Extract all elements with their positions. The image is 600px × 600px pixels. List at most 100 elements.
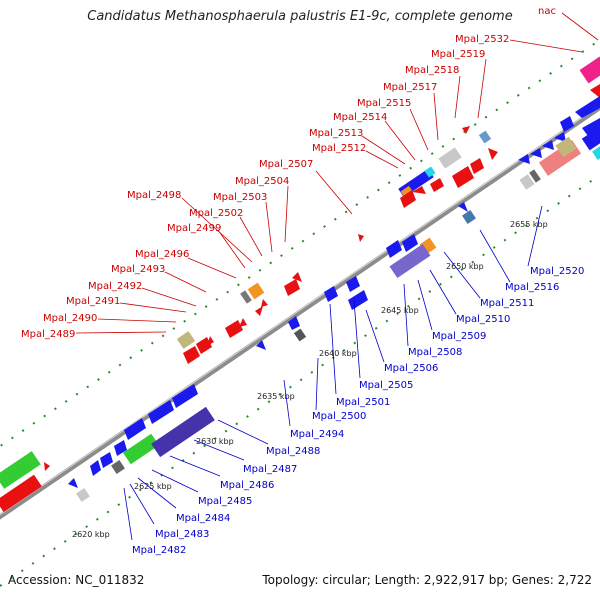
gene-label-mpal-2513[interactable]: Mpal_2513 xyxy=(309,128,363,139)
gene-label-mpal-2514[interactable]: Mpal_2514 xyxy=(333,112,387,123)
tick-label: 2635 kbp xyxy=(257,392,295,401)
gene-reverse-2516b xyxy=(542,140,554,150)
leader-line xyxy=(123,487,133,541)
leader-line xyxy=(239,216,263,257)
gene-reverse-2501 xyxy=(324,286,338,302)
leader-line xyxy=(477,58,487,119)
gene-label-mpal-2515[interactable]: Mpal_2515 xyxy=(357,98,411,109)
gene-label-mpal-2512[interactable]: Mpal_2512 xyxy=(312,143,366,154)
tick-label: 2650 kbp xyxy=(446,262,484,271)
gene-forward-pink xyxy=(579,56,600,84)
gene-forward-2504 xyxy=(358,234,364,242)
gene-label-mpal-2510[interactable]: Mpal_2510 xyxy=(456,314,510,325)
gene-label-mpal-2518[interactable]: Mpal_2518 xyxy=(405,65,459,76)
gene-label-mpal-2503[interactable]: Mpal_2503 xyxy=(213,192,267,203)
gene-label-mpal-2505[interactable]: Mpal_2505 xyxy=(359,380,413,391)
gene-forward-2493 xyxy=(239,318,247,327)
gene-forward-2489 xyxy=(183,346,200,364)
gene-label-mpal-2493[interactable]: Mpal_2493 xyxy=(111,264,165,275)
gene-label-mpal-2532[interactable]: Mpal_2532 xyxy=(455,34,509,45)
gene-label-mpal-2500[interactable]: Mpal_2500 xyxy=(312,411,366,422)
tick-label: 2620 kbp xyxy=(72,530,110,539)
lower-gene-labels: Mpal_2520 Mpal_2516 Mpal_2511 Mpal_2510 … xyxy=(123,205,584,556)
gene-reverse-2506 xyxy=(348,290,368,310)
upper-guide-line xyxy=(0,39,600,448)
gene-label-mpal-2504[interactable]: Mpal_2504 xyxy=(235,176,289,187)
map-title: Candidatus Methanosphaerula palustris E1… xyxy=(87,9,513,24)
gene-forward-red-large xyxy=(0,474,42,513)
leader-line xyxy=(119,302,187,313)
gene-label-mpal-2485[interactable]: Mpal_2485 xyxy=(198,496,252,507)
gene-reverse-green-2 xyxy=(122,433,160,465)
gene-reverse-2505 xyxy=(346,276,360,292)
gene-reverse-2488 xyxy=(172,384,198,408)
gene-reverse-2510 xyxy=(458,202,468,212)
gene-reverse-lightgray-2 xyxy=(519,174,535,190)
leader-line xyxy=(561,12,599,41)
gene-reverse-2487 xyxy=(148,400,174,424)
leader-line xyxy=(403,283,409,347)
gene-forward-2491 xyxy=(207,336,214,346)
gene-label-mpal-2508[interactable]: Mpal_2508 xyxy=(408,347,462,358)
tick-label: 2640 kbp xyxy=(319,349,357,358)
leader-line xyxy=(75,331,167,334)
genome-backbone xyxy=(0,104,600,520)
leader-line xyxy=(361,135,406,165)
gene-label-mpal-2486[interactable]: Mpal_2486 xyxy=(220,480,274,491)
gene-forward-khaki xyxy=(176,331,196,349)
tick-label: 2655 kbp xyxy=(510,220,548,229)
leader-line xyxy=(97,318,177,323)
gene-label-mpal-2507[interactable]: Mpal_2507 xyxy=(259,159,313,170)
gene-label-mpal-2509[interactable]: Mpal_2509 xyxy=(432,331,486,342)
gene-forward-orange-2 xyxy=(400,185,414,199)
gene-reverse-2483 xyxy=(90,460,101,476)
gene-label-mpal-2494[interactable]: Mpal_2494 xyxy=(290,429,344,440)
gene-label-mpal-2496[interactable]: Mpal_2496 xyxy=(135,249,189,260)
reverse-strand-genes xyxy=(68,127,600,502)
leader-line xyxy=(283,379,291,427)
leader-line xyxy=(365,150,399,169)
genome-backbone-highlight xyxy=(0,104,600,516)
gene-label-mpal-2483[interactable]: Mpal_2483 xyxy=(155,529,209,540)
gene-label-mpal-2511[interactable]: Mpal_2511 xyxy=(480,298,534,309)
gene-label-mpal-2517[interactable]: Mpal_2517 xyxy=(383,82,437,93)
gene-label-nac[interactable]: nac xyxy=(538,6,556,17)
gene-reverse-purple-1 xyxy=(151,406,215,458)
leader-line xyxy=(141,287,197,307)
gene-label-mpal-2499[interactable]: Mpal_2499 xyxy=(167,223,221,234)
leader-line xyxy=(429,269,457,315)
gene-forward-cyan xyxy=(424,166,436,178)
gene-forward-2519 xyxy=(488,148,498,160)
gene-label-mpal-2488[interactable]: Mpal_2488 xyxy=(266,446,320,457)
gene-forward-2490 xyxy=(196,337,212,354)
leader-line xyxy=(151,469,199,493)
leader-line xyxy=(433,92,439,141)
gene-label-mpal-2506[interactable]: Mpal_2506 xyxy=(384,363,438,374)
leader-line xyxy=(265,201,273,253)
gene-forward-2514 xyxy=(430,178,444,192)
gene-label-mpal-2490[interactable]: Mpal_2490 xyxy=(43,313,97,324)
gene-label-mpal-2491[interactable]: Mpal_2491 xyxy=(66,296,120,307)
gene-forward-lightgray xyxy=(438,147,462,169)
gene-label-mpal-2502[interactable]: Mpal_2502 xyxy=(189,208,243,219)
gene-label-mpal-2492[interactable]: Mpal_2492 xyxy=(88,281,142,292)
gene-reverse-2509 xyxy=(402,234,418,252)
gene-label-mpal-2487[interactable]: Mpal_2487 xyxy=(243,464,297,475)
gene-reverse-slate xyxy=(462,210,476,224)
gene-forward-2532b xyxy=(560,116,574,132)
gene-label-mpal-2484[interactable]: Mpal_2484 xyxy=(176,513,230,524)
leader-line xyxy=(479,229,511,283)
gene-label-mpal-2482[interactable]: Mpal_2482 xyxy=(132,545,186,556)
gene-label-mpal-2519[interactable]: Mpal_2519 xyxy=(431,49,485,60)
leader-line xyxy=(353,299,361,379)
gene-label-mpal-2498[interactable]: Mpal_2498 xyxy=(127,190,181,201)
leader-line xyxy=(409,108,429,151)
gene-label-mpal-2501[interactable]: Mpal_2501 xyxy=(336,397,390,408)
gene-label-mpal-2489[interactable]: Mpal_2489 xyxy=(21,329,75,340)
gene-label-mpal-2520[interactable]: Mpal_2520 xyxy=(530,266,584,277)
gene-forward-2496 xyxy=(255,306,263,316)
gene-label-mpal-2516[interactable]: Mpal_2516 xyxy=(505,282,559,293)
gene-forward-orange-1 xyxy=(247,282,265,300)
